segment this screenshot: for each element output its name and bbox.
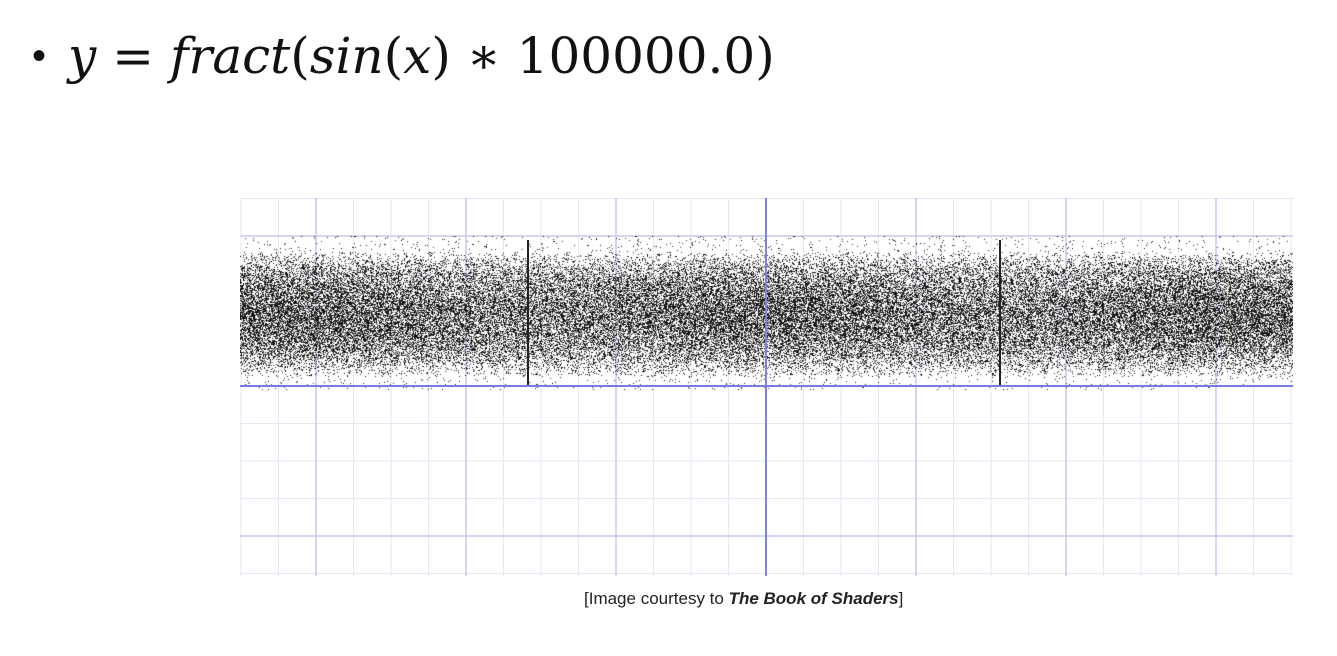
caption-suffix: ] bbox=[898, 589, 904, 608]
formula-x: x bbox=[403, 27, 432, 85]
formula-equals: = bbox=[96, 27, 170, 85]
formula-paren-open-inner: ( bbox=[383, 27, 404, 85]
formula-line: • y = fract(sin(x) ∗ 100000.0) bbox=[32, 18, 775, 94]
formula-paren-open-outer: ( bbox=[290, 27, 310, 85]
formula-paren-close-inner: ) bbox=[431, 27, 451, 85]
formula-sin: sin bbox=[309, 27, 384, 85]
formula-constant: 100000.0 bbox=[516, 27, 756, 85]
axes bbox=[240, 198, 1293, 576]
formula: y = fract(sin(x) ∗ 100000.0) bbox=[68, 31, 775, 81]
formula-paren-close-outer: ) bbox=[755, 27, 775, 85]
formula-y: y bbox=[68, 27, 97, 85]
image-caption: [Image courtesy to The Book of Shaders] bbox=[584, 589, 903, 609]
noise-plot-svg bbox=[240, 198, 1293, 576]
formula-fract: fract bbox=[169, 27, 291, 85]
caption-prefix: [Image courtesy to bbox=[584, 589, 729, 608]
caption-source: The Book of Shaders bbox=[728, 589, 899, 608]
noise-plot bbox=[240, 198, 1293, 576]
bullet: • bbox=[32, 34, 47, 78]
formula-multiply: ∗ bbox=[450, 27, 517, 85]
